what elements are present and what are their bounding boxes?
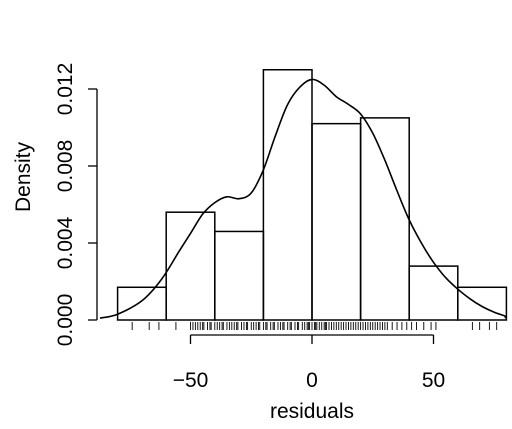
y-axis: 0.000 0.004 0.008 0.012: [54, 63, 98, 347]
density-curve-layer: [99, 78, 507, 319]
y-tick-label-0: 0.000: [54, 294, 77, 347]
histogram-bar-3: [262, 69, 313, 321]
y-tick-label-3: 0.012: [54, 63, 77, 116]
x-axis: −50 0 50: [173, 334, 445, 392]
y-tick-label-1: 0.004: [54, 216, 77, 269]
y-tick-label-2: 0.008: [54, 140, 77, 193]
y-axis-label: Density: [12, 141, 35, 212]
x-tick-label-0: −50: [173, 369, 209, 392]
rug-marks: [131, 322, 498, 330]
density-curve: [99, 78, 507, 319]
histogram-bar-7: [457, 286, 508, 321]
histogram-bar-2: [214, 230, 265, 321]
x-tick-label-2: 50: [422, 369, 445, 392]
histogram-bar-4: [311, 122, 362, 321]
histogram-bar-6: [408, 265, 459, 321]
x-axis-label: residuals: [270, 400, 354, 423]
x-tick-label-1: 0: [306, 369, 318, 392]
histogram-bar-1: [165, 211, 216, 321]
histogram-bar-0: [116, 286, 167, 321]
histogram-bars: [116, 69, 508, 321]
histogram-bar-5: [359, 117, 410, 321]
